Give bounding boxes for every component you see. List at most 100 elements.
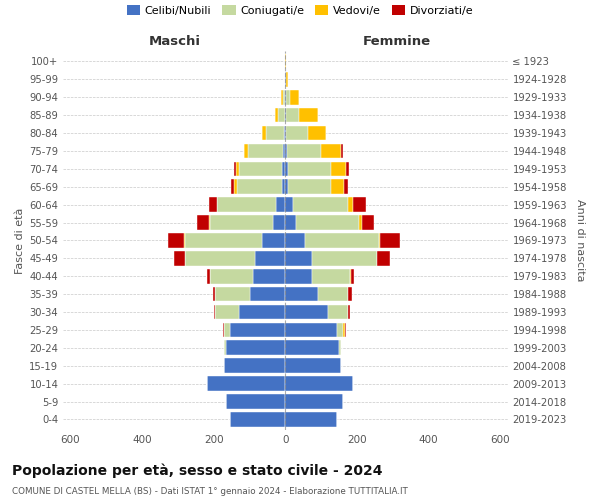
Bar (305, 233, 379, 248)
Bar (348, 287, 352, 302)
Bar (223, 322, 224, 338)
Bar (286, 340, 339, 355)
Bar (337, 322, 343, 338)
Text: COMUNE DI CASTEL MELLA (BS) - Dati ISTAT 1° gennaio 2024 - Elaborazione TUTTITAL: COMUNE DI CASTEL MELLA (BS) - Dati ISTAT… (12, 487, 408, 496)
Bar (214, 304, 215, 320)
Bar (239, 162, 282, 176)
Bar (273, 215, 286, 230)
Bar (209, 198, 217, 212)
Bar (286, 72, 288, 86)
Bar (312, 251, 377, 266)
Bar (185, 251, 255, 266)
Bar (278, 108, 284, 122)
Bar (226, 340, 286, 355)
Bar (362, 215, 374, 230)
Bar (286, 198, 293, 212)
Bar (266, 126, 284, 140)
Bar (286, 358, 341, 373)
Bar (312, 269, 350, 283)
Bar (212, 287, 215, 302)
Bar (184, 233, 185, 248)
Bar (344, 322, 346, 338)
Bar (346, 162, 349, 176)
Bar (283, 144, 286, 158)
Bar (239, 304, 286, 320)
Bar (286, 287, 317, 302)
Bar (206, 269, 210, 283)
Bar (344, 180, 348, 194)
Bar (250, 287, 286, 302)
Bar (185, 233, 262, 248)
Bar (380, 233, 400, 248)
Bar (286, 126, 308, 140)
Bar (168, 233, 184, 248)
Bar (286, 394, 343, 409)
Bar (286, 90, 290, 104)
Bar (286, 376, 353, 391)
Y-axis label: Fasce di età: Fasce di età (15, 207, 25, 274)
Bar (224, 340, 226, 355)
Bar (331, 162, 346, 176)
Bar (348, 304, 350, 320)
Bar (282, 162, 286, 176)
Bar (262, 233, 286, 248)
Bar (284, 108, 286, 122)
Bar (237, 180, 282, 194)
Bar (206, 376, 286, 391)
Bar (353, 198, 366, 212)
Bar (328, 304, 348, 320)
Bar (288, 162, 331, 176)
Bar (255, 251, 286, 266)
Bar (286, 180, 288, 194)
Y-axis label: Anni di nascita: Anni di nascita (575, 199, 585, 281)
Bar (253, 269, 286, 283)
Bar (379, 233, 380, 248)
Legend: Celibi/Nubili, Coniugati/e, Vedovi/e, Divorziati/e: Celibi/Nubili, Coniugati/e, Vedovi/e, Di… (122, 0, 478, 20)
Bar (226, 394, 286, 409)
Bar (341, 144, 343, 158)
Bar (215, 287, 250, 302)
Bar (290, 90, 299, 104)
Bar (234, 180, 237, 194)
Bar (174, 251, 185, 266)
Bar (299, 108, 319, 122)
Bar (286, 322, 337, 338)
Bar (343, 322, 344, 338)
Bar (275, 108, 278, 122)
Bar (286, 251, 312, 266)
Bar (215, 304, 239, 320)
Bar (286, 144, 287, 158)
Bar (209, 215, 210, 230)
Bar (317, 287, 348, 302)
Bar (230, 412, 286, 426)
Bar (359, 215, 362, 230)
Bar (281, 90, 283, 104)
Text: Maschi: Maschi (148, 35, 200, 48)
Bar (339, 340, 341, 355)
Bar (262, 126, 266, 140)
Bar (230, 180, 234, 194)
Bar (286, 215, 296, 230)
Bar (286, 269, 312, 283)
Bar (286, 304, 328, 320)
Bar (293, 198, 348, 212)
Bar (288, 180, 331, 194)
Bar (224, 322, 230, 338)
Bar (248, 144, 283, 158)
Text: Femmine: Femmine (362, 35, 431, 48)
Bar (283, 90, 284, 104)
Bar (286, 233, 305, 248)
Bar (296, 215, 359, 230)
Bar (286, 412, 337, 426)
Bar (284, 90, 286, 104)
Text: Popolazione per età, sesso e stato civile - 2024: Popolazione per età, sesso e stato civil… (12, 463, 383, 477)
Bar (236, 162, 239, 176)
Bar (286, 162, 288, 176)
Bar (350, 269, 354, 283)
Bar (287, 144, 321, 158)
Bar (308, 126, 326, 140)
Bar (224, 358, 286, 373)
Bar (230, 322, 286, 338)
Bar (210, 215, 273, 230)
Bar (286, 108, 299, 122)
